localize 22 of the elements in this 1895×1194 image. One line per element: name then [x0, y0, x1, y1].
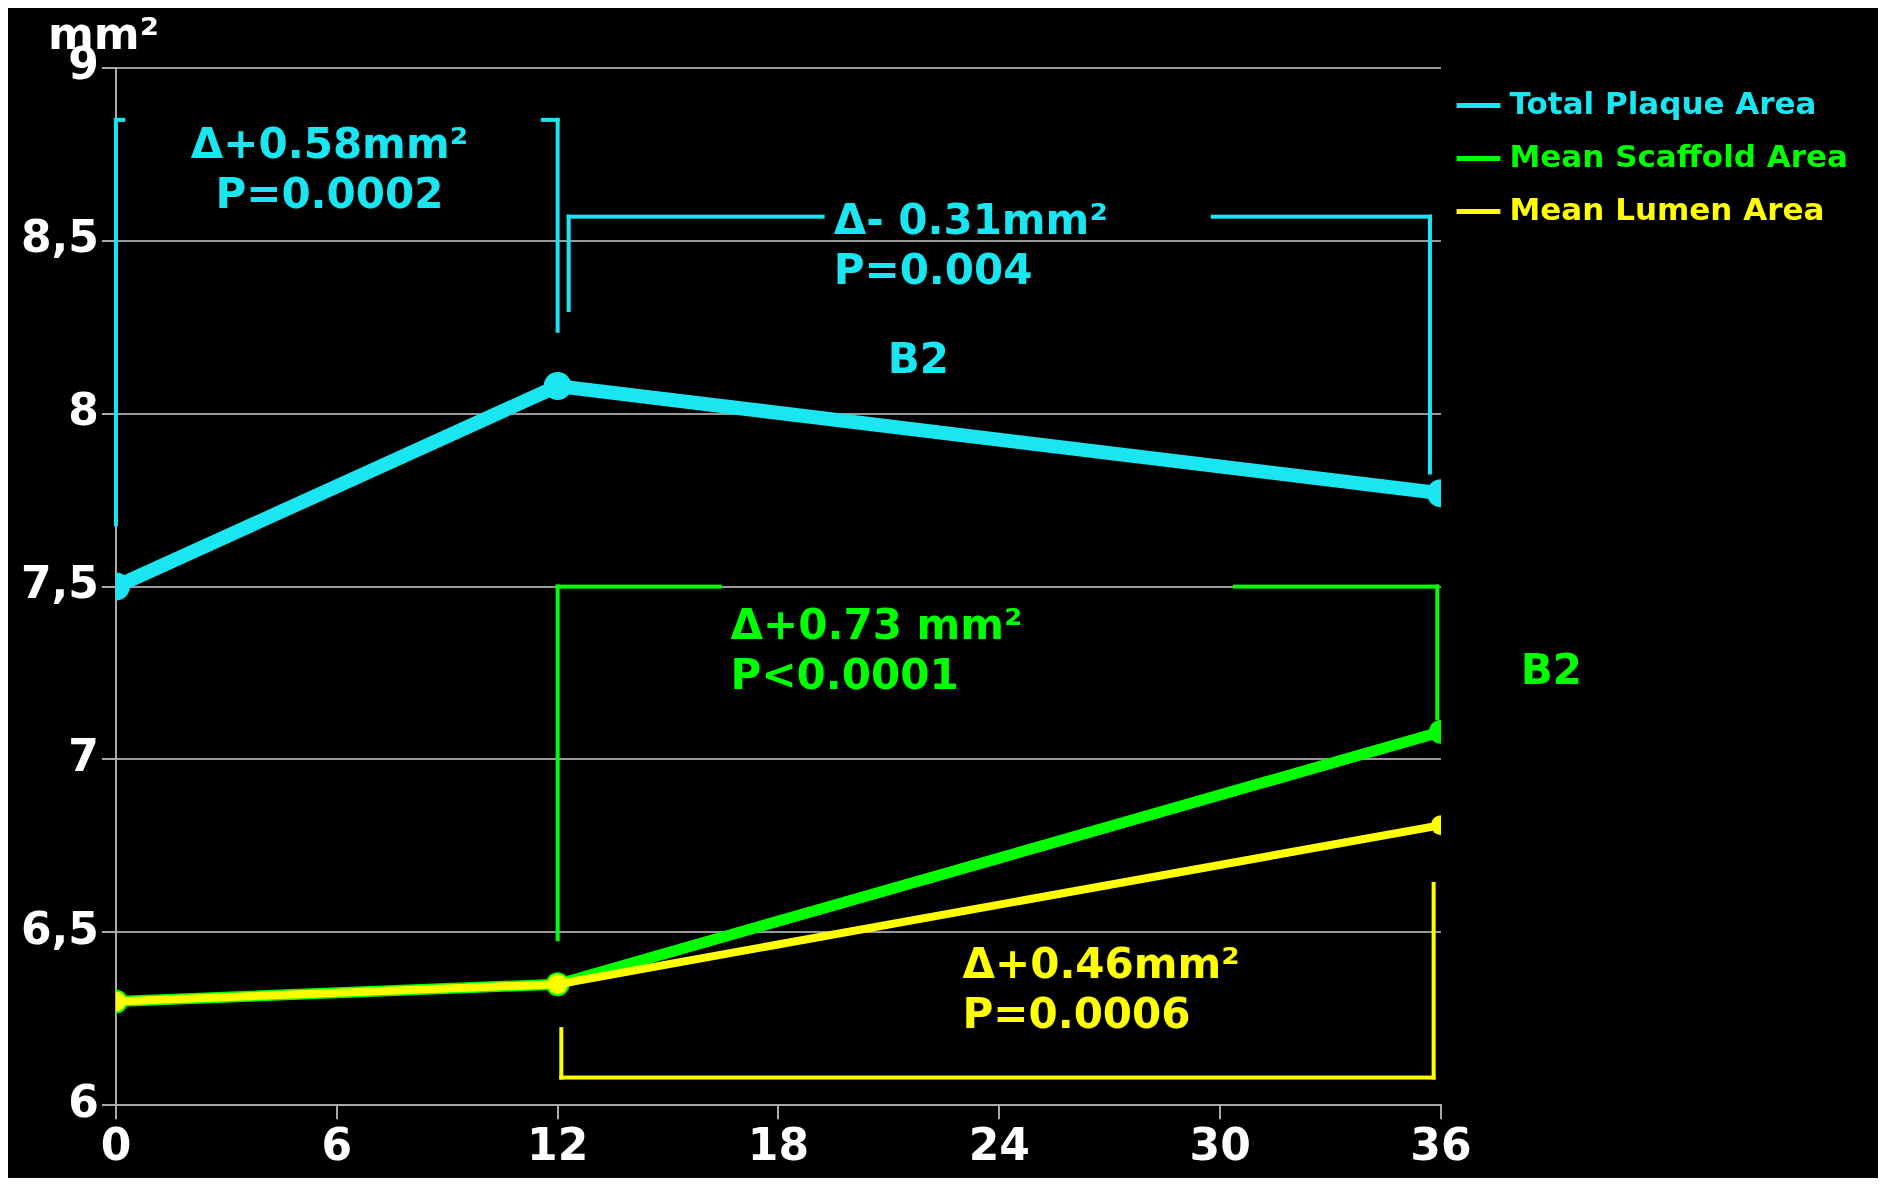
- y-tick-label: 7: [68, 729, 99, 781]
- y-tick-label: 8,5: [20, 211, 99, 263]
- x-tick-label: 24: [968, 1119, 1030, 1171]
- x-tick-label: 18: [747, 1119, 810, 1171]
- annotation: Δ- 0.31mm² P=0.004: [833, 195, 1108, 295]
- annotation: Δ+0.73 mm² P<0.0001: [730, 599, 1023, 699]
- legend-label: Total Plaque Area: [1509, 84, 1817, 121]
- y-tick-label: 8: [68, 384, 99, 436]
- text: B2: [1520, 644, 1583, 694]
- annotation: Δ+0.46mm² P=0.0006: [962, 938, 1240, 1038]
- x-tick-label: 0: [100, 1119, 132, 1171]
- y-tick-label: 6,5: [20, 902, 99, 954]
- x-tick-label: 6: [321, 1119, 353, 1171]
- x-tick-label: 30: [1189, 1119, 1251, 1171]
- y-tick-label: 6: [68, 1075, 99, 1127]
- y-tick-label: 7,5: [20, 557, 99, 609]
- annotation: B2: [887, 333, 949, 383]
- annotation: Δ+0.58mm² P=0.0002: [190, 119, 469, 219]
- x-tick-label: 36: [1410, 1119, 1472, 1171]
- legend-label: Mean Scaffold Area: [1509, 137, 1849, 174]
- x-tick-label: 12: [527, 1119, 589, 1171]
- legend-label: Mean Lumen Area: [1509, 190, 1825, 227]
